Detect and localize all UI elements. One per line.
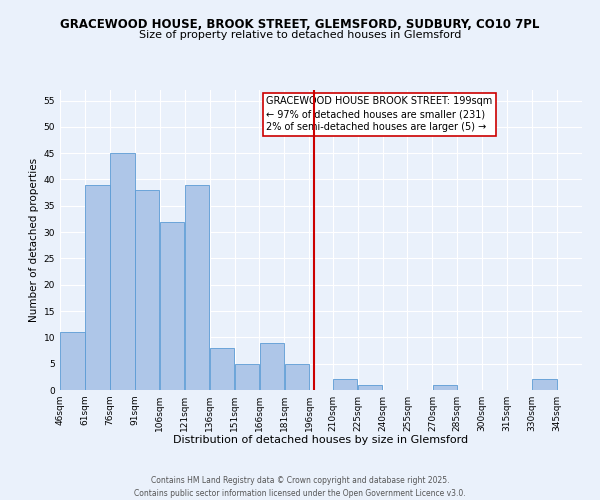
Bar	[185, 184, 209, 390]
Bar	[110, 153, 134, 390]
X-axis label: Distribution of detached houses by size in Glemsford: Distribution of detached houses by size …	[173, 436, 469, 446]
Text: Contains HM Land Registry data © Crown copyright and database right 2025.
Contai: Contains HM Land Registry data © Crown c…	[134, 476, 466, 498]
Bar	[85, 184, 110, 390]
Y-axis label: Number of detached properties: Number of detached properties	[29, 158, 40, 322]
Text: Size of property relative to detached houses in Glemsford: Size of property relative to detached ho…	[139, 30, 461, 40]
Bar	[358, 384, 382, 390]
Bar	[333, 380, 358, 390]
Bar	[532, 380, 557, 390]
Bar	[235, 364, 259, 390]
Bar	[160, 222, 184, 390]
Text: GRACEWOOD HOUSE, BROOK STREET, GLEMSFORD, SUDBURY, CO10 7PL: GRACEWOOD HOUSE, BROOK STREET, GLEMSFORD…	[61, 18, 539, 30]
Bar	[60, 332, 85, 390]
Bar	[135, 190, 160, 390]
Bar	[260, 342, 284, 390]
Bar	[210, 348, 235, 390]
Bar	[284, 364, 309, 390]
Text: GRACEWOOD HOUSE BROOK STREET: 199sqm
← 97% of detached houses are smaller (231)
: GRACEWOOD HOUSE BROOK STREET: 199sqm ← 9…	[266, 96, 493, 132]
Bar	[433, 384, 457, 390]
